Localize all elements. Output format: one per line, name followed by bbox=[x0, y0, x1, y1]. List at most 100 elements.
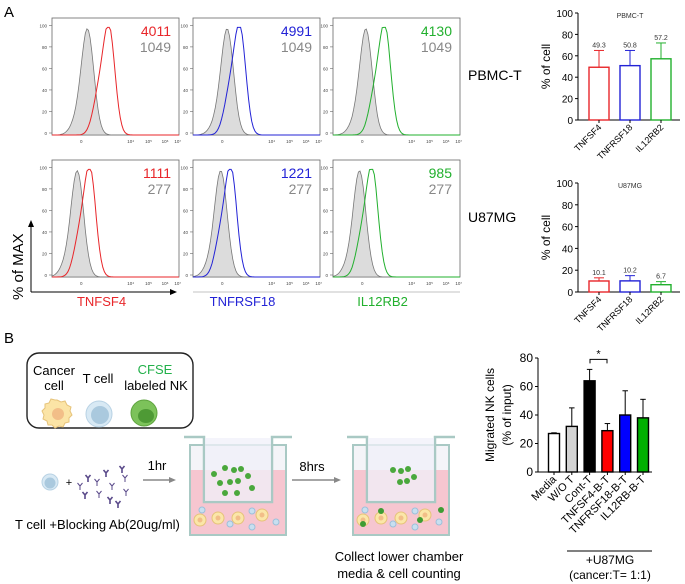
y-tick-label: 100 bbox=[180, 165, 188, 170]
t-cell-icon bbox=[226, 520, 234, 528]
nk-cell-icon bbox=[397, 479, 403, 485]
marker-mfi: 1111 bbox=[143, 165, 171, 181]
marker-label-tnfrsf18: TNFRSF18 bbox=[210, 294, 276, 309]
antibody-icon bbox=[118, 465, 126, 473]
t-cell-icon bbox=[435, 518, 443, 526]
x-tick-label: 0 bbox=[361, 139, 364, 144]
x-tick-label: 10⁶ bbox=[162, 139, 169, 144]
y-axis-label: % of MAX bbox=[10, 233, 27, 300]
y-tick-label: 80 bbox=[42, 187, 48, 192]
transwell-before-icon bbox=[184, 435, 292, 536]
nucleus bbox=[197, 517, 203, 523]
y-tick-label: 40 bbox=[520, 408, 534, 422]
marker-mfi: 4991 bbox=[281, 23, 312, 39]
control-mfi: 277 bbox=[289, 181, 313, 197]
t-cell-icon bbox=[389, 520, 397, 528]
group-sublabel: (cancer:T= 1:1) bbox=[569, 568, 651, 582]
final-caption-line1: Collect lower chamber bbox=[335, 549, 464, 564]
y-tick-label: 80 bbox=[323, 187, 329, 192]
y-tick-label: 20 bbox=[42, 109, 48, 114]
legend-cancer-label-1: Cancer bbox=[33, 363, 76, 378]
y-tick-label: 80 bbox=[183, 45, 189, 50]
nk-cell-icon bbox=[249, 485, 255, 491]
y-tick-label: 20 bbox=[323, 109, 329, 114]
panel-label-a: A bbox=[4, 4, 14, 21]
y-tick-label: 100 bbox=[39, 165, 47, 170]
migrated-nk-cell-icon bbox=[417, 517, 423, 523]
nk-cell-icon bbox=[130, 399, 158, 427]
nk-cell-icon bbox=[245, 473, 251, 479]
marker-histogram bbox=[52, 26, 179, 136]
category-label: IL12RB2 bbox=[634, 294, 666, 326]
y-tick-label: 60 bbox=[323, 66, 329, 71]
t-cell-icon bbox=[361, 506, 369, 514]
y-tick-label: 80 bbox=[562, 30, 574, 41]
x-tick-label: 10⁵ bbox=[426, 139, 433, 144]
x-tick-label: 10⁴ bbox=[408, 281, 415, 286]
y-tick-label: 20 bbox=[183, 109, 189, 114]
category-label: IL12RB2 bbox=[634, 122, 666, 154]
arrow-head-icon bbox=[170, 289, 177, 295]
marker-label-il12rb2: IL12RB2 bbox=[357, 294, 408, 309]
value-label: 57.2 bbox=[654, 35, 668, 42]
nucleus bbox=[398, 515, 404, 521]
y-tick-label: 20 bbox=[562, 95, 574, 106]
control-mfi: 277 bbox=[429, 181, 453, 197]
x-tick-label: 10⁷ bbox=[455, 281, 462, 286]
control-mfi: 277 bbox=[148, 181, 172, 197]
y-tick-label: 80 bbox=[42, 45, 48, 50]
marker-mfi: 985 bbox=[429, 165, 453, 181]
bar-tnfsf4 bbox=[588, 280, 610, 293]
x-tick-label: 10⁷ bbox=[315, 281, 322, 286]
y-tick-label: 20 bbox=[42, 251, 48, 256]
x-tick-label: 0 bbox=[80, 139, 83, 144]
x-tick-label: 10⁶ bbox=[443, 139, 450, 144]
bar-tnfrsf18-b-t bbox=[619, 414, 632, 473]
value-label: 10.1 bbox=[592, 270, 606, 277]
y-tick-label: 20 bbox=[562, 266, 574, 277]
arrow-icon bbox=[292, 477, 341, 483]
nk-cell-icon bbox=[211, 471, 217, 477]
bar-il12rb2 bbox=[650, 58, 672, 121]
marker-histogram bbox=[193, 168, 320, 278]
migrated-nk-cell-icon bbox=[360, 521, 366, 527]
antibody-icon bbox=[102, 469, 110, 477]
nk-cell-icon bbox=[411, 474, 417, 480]
y-axis-label: Migrated NK cells bbox=[483, 368, 497, 462]
x-tick-label: 10⁶ bbox=[443, 281, 450, 286]
x-tick-label: 10⁷ bbox=[315, 139, 322, 144]
insert bbox=[347, 435, 455, 504]
marker-histogram bbox=[52, 168, 179, 278]
marker-label-tnfsf4: TNFSF4 bbox=[77, 294, 126, 309]
significance-bracket bbox=[589, 358, 608, 364]
t-cell-icon bbox=[272, 518, 280, 526]
step2-time: 8hrs bbox=[299, 459, 325, 474]
y-tick-label: 40 bbox=[183, 230, 189, 235]
nucleus bbox=[215, 515, 221, 521]
value-label: 50.8 bbox=[623, 42, 637, 49]
nk-cell-icon bbox=[222, 490, 228, 496]
x-tick-label: 10⁴ bbox=[408, 139, 415, 144]
marker-histogram bbox=[333, 168, 460, 278]
marker-mfi: 4130 bbox=[421, 23, 452, 39]
x-tick-label: 10⁷ bbox=[174, 139, 181, 144]
y-tick-label: 60 bbox=[42, 208, 48, 213]
category-label: TNFSF4 bbox=[572, 122, 603, 153]
t-cell-icon-step1 bbox=[41, 473, 59, 491]
y-tick-label: 80 bbox=[562, 201, 574, 212]
legend-cancer-label-2: cell bbox=[44, 378, 64, 393]
y-tick-label: 60 bbox=[562, 223, 574, 234]
x-tick-label: 10⁵ bbox=[286, 139, 293, 144]
legend-tcell-label: T cell bbox=[83, 371, 114, 386]
antibody-icon bbox=[81, 491, 89, 499]
y-axis-label-2: (% of input) bbox=[500, 384, 514, 445]
transwell-after-icon bbox=[347, 435, 455, 536]
bar-chart-0: 0 20 40 60 80 100 % of cell PBMC-T 49.3 TNFSF4 50.… bbox=[539, 9, 680, 162]
row-label-u87mg: U87MG bbox=[468, 209, 516, 225]
t-cell-icon bbox=[248, 523, 256, 531]
